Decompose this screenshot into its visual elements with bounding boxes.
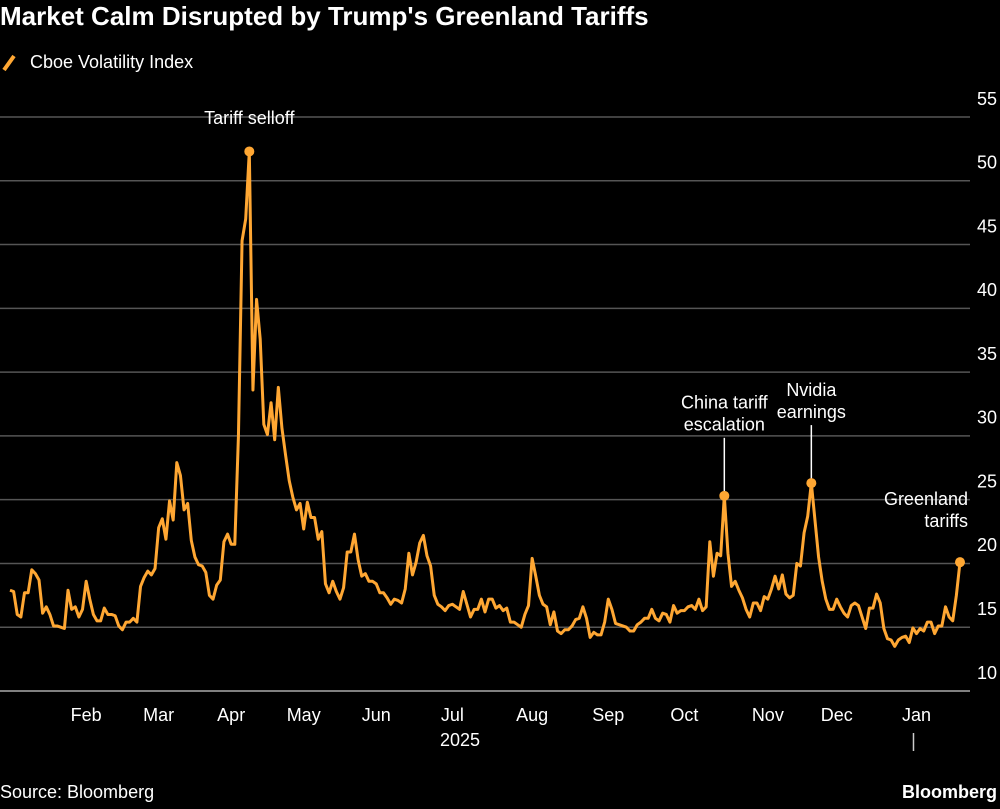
y-tick-label: 45 <box>977 216 997 236</box>
y-tick-label: 35 <box>977 344 997 364</box>
annotation-text: Nvidia <box>786 380 837 400</box>
series-line <box>9 149 962 648</box>
year-label: 2025 <box>440 730 480 750</box>
x-tick-label: Oct <box>670 705 698 725</box>
y-tick-label: 30 <box>977 408 997 428</box>
y-tick-label: 15 <box>977 599 997 619</box>
annotation-text: Tariff selloff <box>204 108 295 128</box>
annotation-point <box>806 478 817 489</box>
annotation-text: tariffs <box>924 511 968 531</box>
x-tick-label: Mar <box>143 705 174 725</box>
x-tick-label: Apr <box>217 705 245 725</box>
y-tick-label: 55 <box>977 89 997 109</box>
annotation-text: escalation <box>684 415 765 435</box>
annotation-point <box>955 557 965 568</box>
y-tick-label: 25 <box>977 471 997 491</box>
legend-swatch <box>2 54 16 72</box>
annotation-point <box>719 490 730 501</box>
chart-title: Market Calm Disrupted by Trump's Greenla… <box>0 1 649 31</box>
y-tick-label: 10 <box>977 663 997 683</box>
annotation-text: Greenland <box>884 489 968 509</box>
x-tick-label: Nov <box>752 705 784 725</box>
y-tick-label: 50 <box>977 153 997 173</box>
x-tick-label: Sep <box>592 705 624 725</box>
legend-label: Cboe Volatility Index <box>30 52 193 72</box>
x-tick-label: Aug <box>516 705 548 725</box>
annotation-text: China tariff <box>681 393 769 413</box>
x-tick-label: Jun <box>362 705 391 725</box>
y-tick-label: 20 <box>977 535 997 555</box>
brand: Bloomberg <box>902 782 997 802</box>
annotation-point <box>244 146 255 157</box>
x-tick-label: Jan <box>902 705 931 725</box>
annotation-text: earnings <box>777 402 846 422</box>
x-tick-label: May <box>287 705 321 725</box>
x-tick-label: Dec <box>821 705 853 725</box>
x-tick-label: Feb <box>71 705 102 725</box>
x-tick-label: Jul <box>441 705 464 725</box>
y-tick-label: 40 <box>977 280 997 300</box>
source: Source: Bloomberg <box>0 782 154 802</box>
